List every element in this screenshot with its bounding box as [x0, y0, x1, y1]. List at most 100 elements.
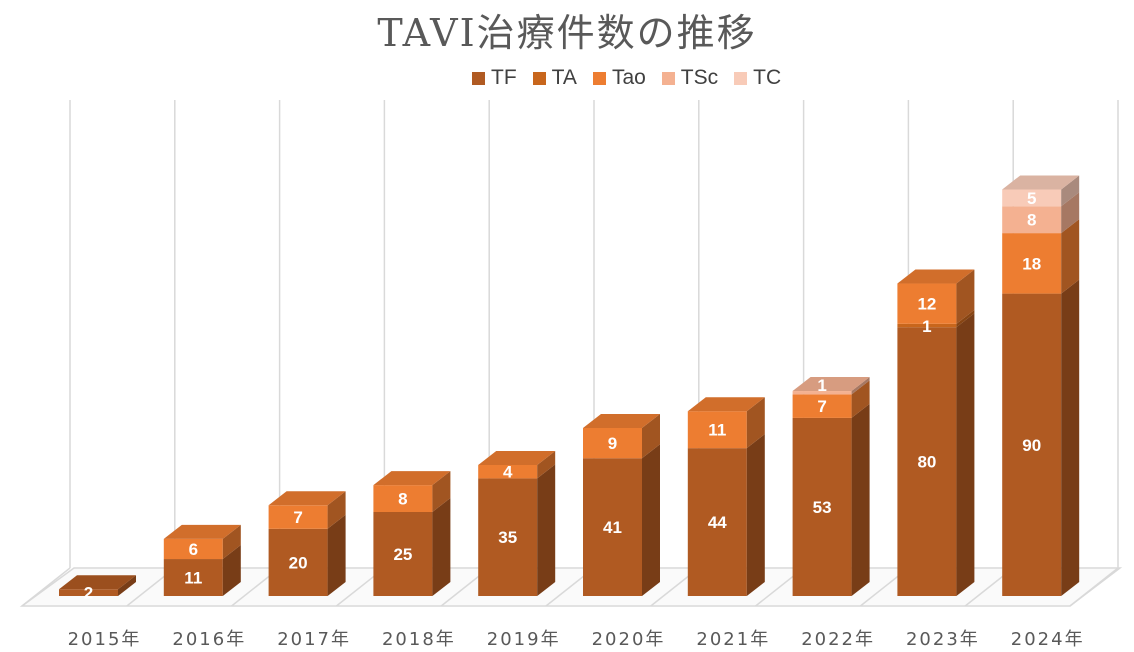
bar-top-2023年	[897, 269, 975, 284]
bar-tf-2021年-side	[746, 434, 765, 596]
data-label-tf-2015年: 2	[84, 584, 93, 603]
bar-tao-2022年-front	[792, 394, 852, 418]
bar-top-2022年	[792, 377, 870, 392]
legend-label-ta: TA	[551, 66, 577, 89]
bar-tc-2024年-side	[1061, 175, 1080, 207]
x-tick-label: 2019年	[487, 629, 561, 650]
bar-tf-2020年-side	[642, 444, 660, 596]
bar-top-2015年	[59, 575, 136, 590]
bar-tsc-2022年-front	[792, 391, 852, 395]
bar-tf-2017年-front	[268, 528, 328, 596]
bar-tf-2019年-front	[478, 478, 538, 596]
x-tick-label: 2024年	[1011, 629, 1085, 650]
bar-tsc-2022年-side	[851, 377, 870, 395]
x-tick-label: 2020年	[592, 629, 666, 650]
x-tick-label: 2023年	[906, 629, 980, 650]
bar-tf-2020年-front	[583, 458, 642, 596]
data-label-tao-2019年: 4	[503, 463, 513, 482]
bar-top-2024年	[1002, 175, 1080, 190]
bar-tf-2022年-side	[851, 403, 870, 596]
bar-tf-2018年-front	[373, 512, 433, 596]
legend-label-tsc: TSc	[680, 66, 719, 89]
data-label-tf-2020年: 41	[603, 518, 622, 537]
legend-item-ta: TA	[532, 66, 577, 90]
bar-tao-2023年-side	[956, 269, 975, 324]
bar-ta-2023年-front	[897, 323, 957, 328]
bar-tao-2018年-side	[432, 471, 451, 512]
bar-tao-2018年-front	[373, 485, 433, 512]
bar-tao-2016年-front	[163, 538, 223, 560]
bar-tf-2017年-side	[327, 514, 346, 596]
data-label-tao-2022年: 7	[817, 397, 826, 416]
data-label-tf-2017年: 20	[289, 553, 308, 572]
bar-tao-2019年-side	[537, 450, 556, 479]
legend-swatch-ta	[532, 71, 546, 85]
x-tick-label: 2018年	[382, 629, 456, 650]
bar-tf-2023年-side	[956, 313, 975, 596]
legend-label-tao: Tao	[611, 66, 646, 89]
legend-item-tc: TC	[734, 66, 781, 90]
bar-tao-2020年-front	[583, 428, 642, 459]
bar-tao-2024年-side	[1061, 219, 1080, 294]
data-label-tc-2024年: 5	[1027, 189, 1036, 208]
data-label-tao-2023年: 12	[917, 295, 936, 314]
data-label-tao-2021年: 11	[708, 421, 726, 440]
bar-tf-2015年-front	[59, 589, 118, 596]
legend-item-tsc: TSc	[661, 66, 719, 90]
bar-tao-2017年-side	[327, 491, 346, 529]
x-tick-label: 2021年	[696, 629, 770, 650]
data-label-tao-2017年: 7	[293, 508, 302, 527]
bar-tao-2019年-front	[478, 464, 538, 479]
data-label-tao-2020年: 9	[608, 434, 617, 453]
bar-ta-2023年-side	[956, 309, 975, 328]
x-tick-label: 2016年	[172, 629, 246, 650]
bar-top-2016年	[163, 524, 241, 539]
floor-gridline	[21, 567, 71, 607]
bar-tf-2018年-side	[432, 498, 451, 596]
legend-swatch-tf	[472, 71, 485, 85]
x-tick-label: 2022年	[801, 629, 875, 650]
legend-swatch-tc	[734, 71, 748, 85]
bar-tao-2022年-side	[851, 380, 870, 418]
x-tick-label: 2017年	[277, 629, 351, 650]
data-label-tf-2018年: 25	[393, 545, 412, 564]
data-label-tf-2016年: 11	[184, 569, 202, 588]
bar-tf-2016年-front	[163, 559, 223, 596]
bar-tao-2023年-front	[897, 283, 957, 324]
bar-tf-2016年-side	[222, 545, 241, 596]
data-label-tsc-2024年: 8	[1027, 211, 1036, 230]
data-label-ta-2023年: 1	[922, 317, 931, 336]
bar-tf-2023年-front	[897, 327, 957, 596]
data-label-tf-2019年: 35	[498, 528, 517, 547]
bar-tao-2020年-side	[642, 414, 660, 459]
legend-label-tf: TF	[491, 66, 517, 89]
bar-tao-2017年-front	[268, 505, 328, 529]
legend-label-tc: TC	[753, 66, 782, 89]
floor-gridline	[1069, 567, 1119, 607]
x-tick-label: 2015年	[68, 629, 142, 650]
bar-tao-2024年-front	[1002, 233, 1062, 294]
bar-top-2020年	[583, 414, 660, 428]
data-label-tao-2024年: 18	[1022, 254, 1041, 273]
bar-tao-2021年-front	[687, 411, 747, 449]
data-label-tsc-2022年: 1	[817, 376, 826, 395]
bar-tf-2022年-front	[792, 417, 852, 596]
bar-tao-2016年-side	[222, 524, 241, 560]
data-label-tao-2018年: 8	[398, 490, 407, 509]
bar-tc-2024年-front	[1002, 189, 1062, 207]
legend-item-tf: TF	[472, 66, 517, 90]
bar-tf-2024年-side	[1061, 279, 1080, 596]
bar-top-2018年	[373, 471, 451, 486]
legend-item-tao: Tao	[592, 66, 646, 90]
bar-tsc-2024年-side	[1061, 192, 1080, 234]
bar-tf-2019年-side	[537, 464, 556, 596]
bar-tao-2021年-side	[746, 397, 765, 449]
legend-swatch-tao	[592, 71, 606, 85]
data-label-tf-2024年: 90	[1022, 436, 1041, 455]
data-label-tao-2016年: 6	[189, 540, 198, 559]
bar-tf-2015年-side	[118, 575, 136, 596]
chart-legend: TF TA Tao TSc TC	[472, 66, 781, 90]
chart-title: TAVI治療件数の推移	[377, 11, 757, 55]
data-label-tf-2023年: 80	[917, 453, 936, 472]
